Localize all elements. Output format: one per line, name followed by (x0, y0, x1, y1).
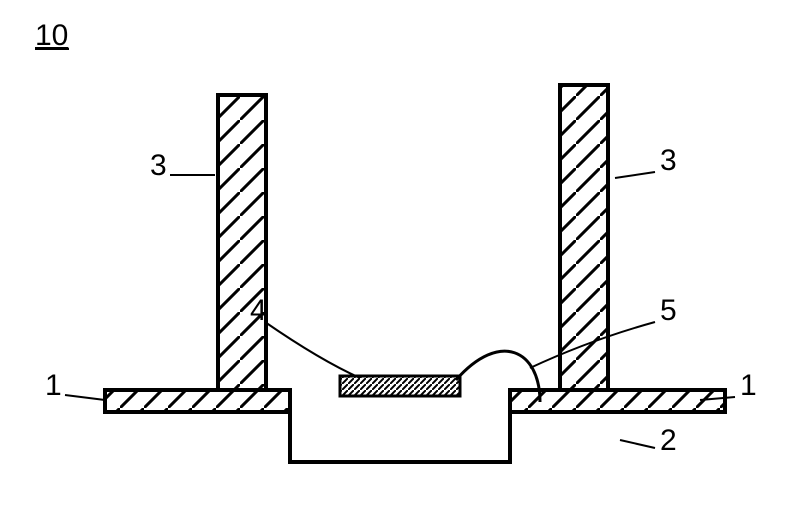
svg-text:3: 3 (660, 144, 677, 177)
svg-text:10: 10 (35, 19, 68, 52)
svg-text:3: 3 (150, 149, 167, 182)
svg-text:1: 1 (740, 369, 757, 402)
svg-text:4: 4 (250, 294, 267, 327)
svg-text:1: 1 (45, 369, 62, 402)
svg-text:2: 2 (660, 424, 677, 457)
svg-text:5: 5 (660, 294, 677, 327)
